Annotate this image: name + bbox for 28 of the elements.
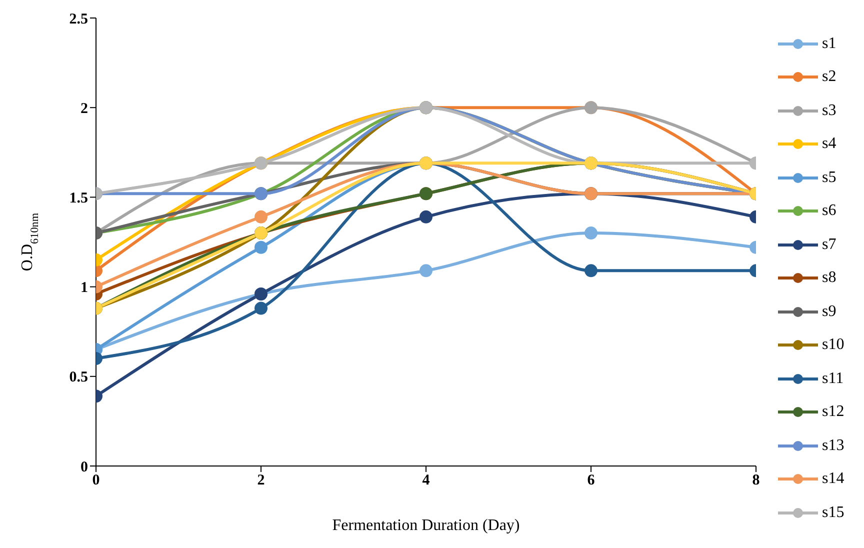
legend-label: s8 <box>822 269 836 287</box>
legend-label: s12 <box>822 403 844 421</box>
legend-label: s3 <box>822 102 836 120</box>
legend-label: s7 <box>822 236 836 254</box>
x-tick-label: 6 <box>587 472 596 489</box>
legend-label: s14 <box>822 470 844 488</box>
y-tick-label: 2 <box>80 100 88 117</box>
y-tick-label: 1 <box>80 280 88 296</box>
y-tick-label: 0 <box>80 459 88 476</box>
legend-label: s5 <box>822 168 836 186</box>
y-tick-label: 0.5 <box>69 370 88 386</box>
y-tick-label: 2.5 <box>69 11 88 28</box>
x-tick-label: 4 <box>422 472 430 489</box>
x-tick-label: 0 <box>92 472 100 489</box>
legend-label: s6 <box>822 202 836 220</box>
x-axis-title: Fermentation Duration (Day) <box>332 517 520 534</box>
legend-label: s2 <box>822 68 836 86</box>
legend-label: s11 <box>822 370 844 388</box>
legend-label: s9 <box>822 302 836 320</box>
x-tick-label: 8 <box>752 472 760 489</box>
point <box>420 264 432 278</box>
legend-label: s13 <box>822 436 844 454</box>
x-tick-label: 2 <box>257 472 265 489</box>
legend-label: s10 <box>822 336 844 354</box>
legend-label: s1 <box>822 34 836 52</box>
y-tick-label: 1.5 <box>69 190 88 207</box>
legend-label: s15 <box>822 504 844 522</box>
legend-label: s4 <box>822 135 836 153</box>
